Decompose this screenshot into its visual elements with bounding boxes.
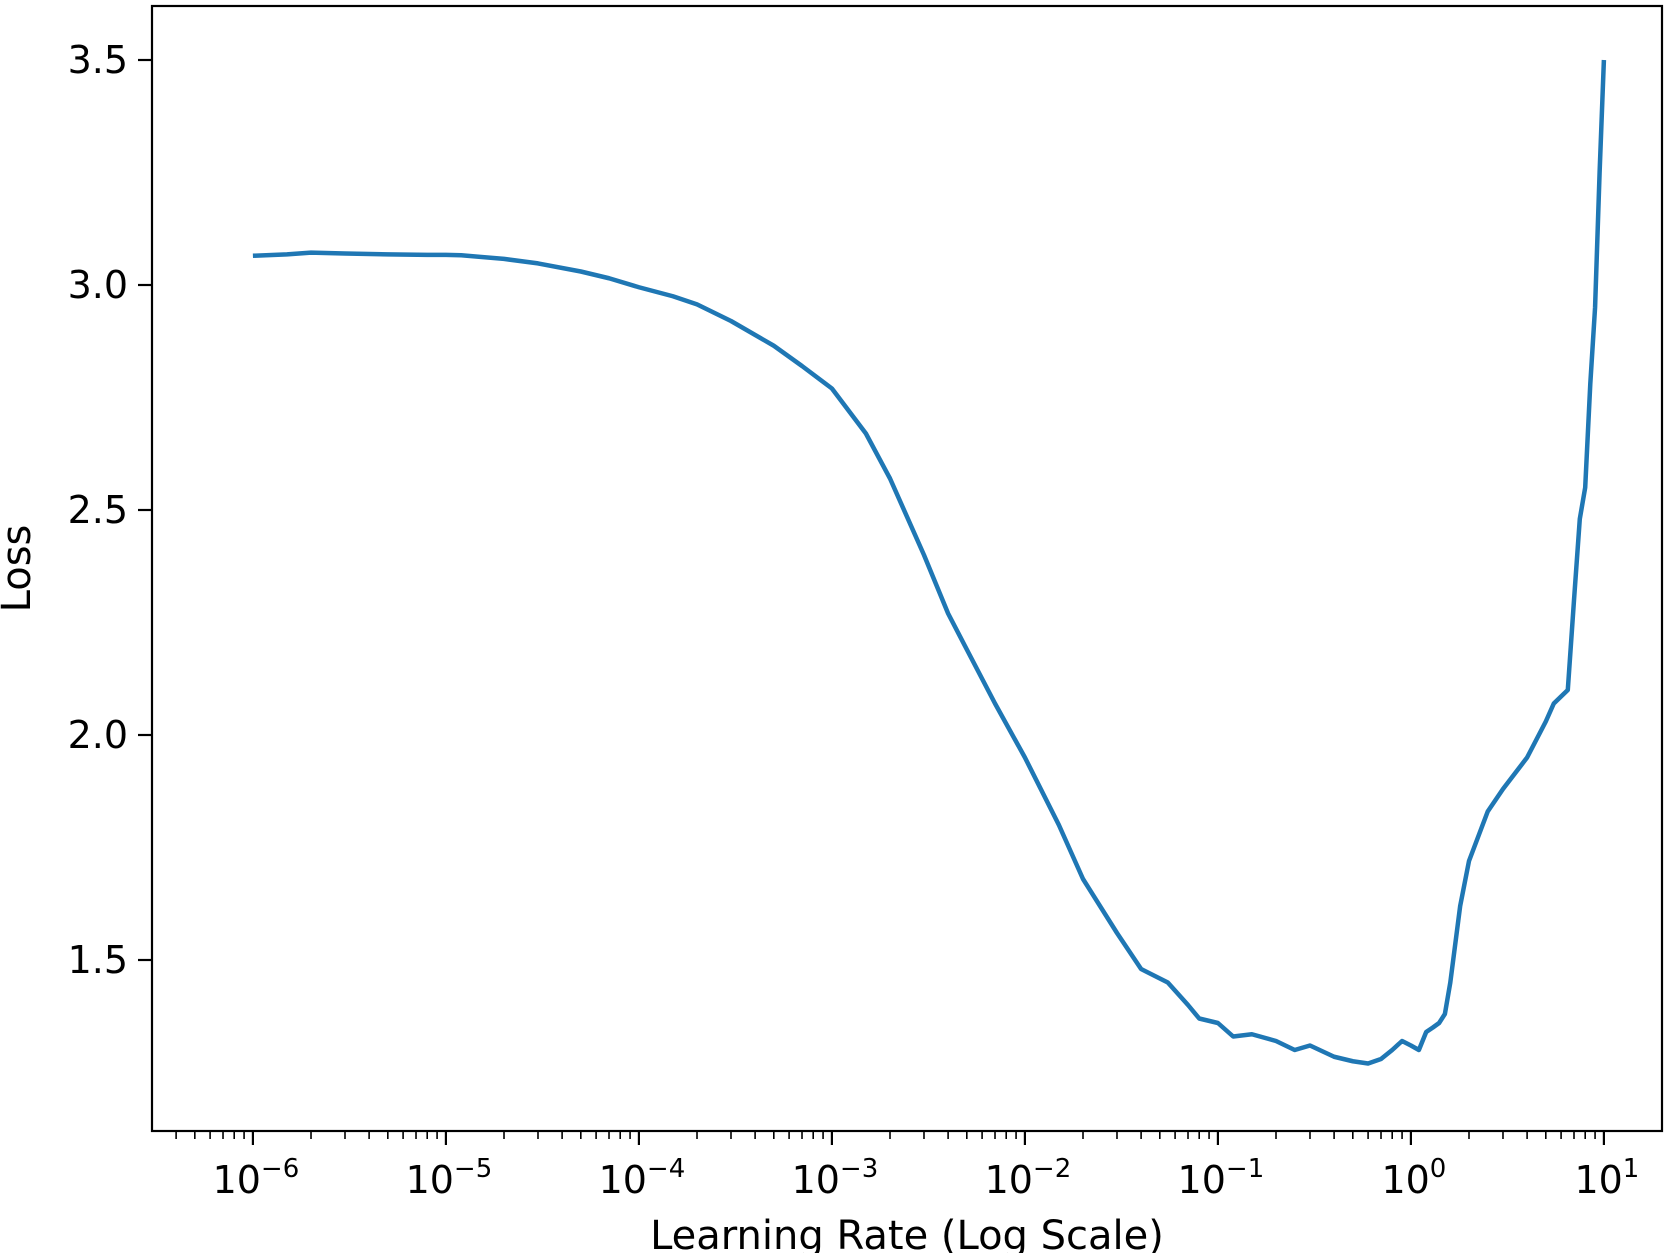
- x-tick-base: 10: [1381, 1158, 1429, 1202]
- x-tick-exponent: −6: [261, 1154, 299, 1184]
- x-tick-label: 10−4: [599, 1154, 686, 1202]
- x-tick-exponent: −5: [454, 1154, 492, 1184]
- loss-line: [252, 59, 1607, 1066]
- y-tick-label: 2.0: [68, 713, 128, 757]
- y-tick-label: 3.0: [68, 263, 128, 307]
- x-axis-title: Learning Rate (Log Scale): [650, 1213, 1164, 1253]
- ticks-layer: 10−6 10−5 10−4 10−3 10−2 10−1 100 1011.52.02.53…: [68, 38, 1640, 1202]
- x-tick-label: 10−1: [1178, 1154, 1265, 1202]
- x-tick-base: 10: [985, 1158, 1033, 1202]
- plot-frame: [150, 4, 1664, 1133]
- x-tick-base: 10: [599, 1158, 647, 1202]
- y-tick-label: 2.5: [68, 488, 128, 532]
- x-tick-exponent: −3: [840, 1154, 878, 1184]
- x-tick-exponent: −2: [1033, 1154, 1071, 1184]
- y-tick-label: 1.5: [68, 938, 128, 982]
- x-tick-label: 10−3: [792, 1154, 879, 1202]
- x-tick-label: 101: [1574, 1154, 1639, 1202]
- x-tick-label: 10−5: [406, 1154, 493, 1202]
- x-tick-base: 10: [792, 1158, 840, 1202]
- x-tick-exponent: −1: [1226, 1154, 1264, 1184]
- x-tick-base: 10: [213, 1158, 261, 1202]
- x-tick-label: 10−6: [213, 1154, 300, 1202]
- y-tick-label: 3.5: [68, 38, 128, 82]
- x-tick-label: 10−2: [985, 1154, 1072, 1202]
- x-tick-exponent: −4: [647, 1154, 685, 1184]
- x-tick-exponent: 1: [1623, 1154, 1640, 1184]
- x-tick-exponent: 0: [1430, 1154, 1447, 1184]
- x-tick-label: 100: [1381, 1154, 1446, 1202]
- x-tick-base: 10: [1178, 1158, 1226, 1202]
- x-tick-base: 10: [1574, 1158, 1622, 1202]
- y-axis-title: Loss: [0, 525, 40, 613]
- x-tick-base: 10: [406, 1158, 454, 1202]
